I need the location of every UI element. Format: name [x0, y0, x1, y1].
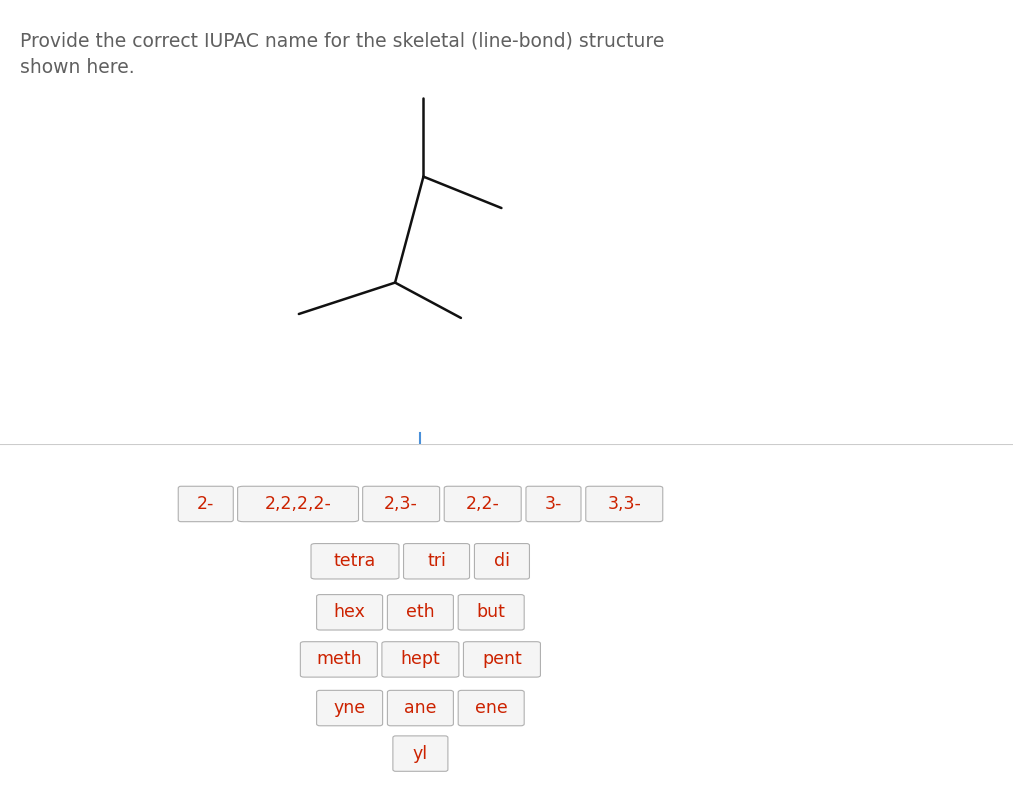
- Text: 3-: 3-: [545, 495, 562, 513]
- Text: ene: ene: [475, 699, 508, 717]
- Text: ane: ane: [404, 699, 437, 717]
- Text: eth: eth: [406, 604, 435, 621]
- FancyBboxPatch shape: [311, 543, 399, 579]
- FancyBboxPatch shape: [445, 486, 521, 522]
- Text: tri: tri: [427, 553, 446, 570]
- FancyBboxPatch shape: [586, 486, 663, 522]
- Text: Provide the correct IUPAC name for the skeletal (line-bond) structure
shown here: Provide the correct IUPAC name for the s…: [20, 31, 665, 77]
- Text: 2,2-: 2,2-: [466, 495, 499, 513]
- FancyBboxPatch shape: [387, 594, 454, 630]
- FancyBboxPatch shape: [474, 543, 530, 579]
- Text: 3,3-: 3,3-: [608, 495, 641, 513]
- Text: 2,2,2,2-: 2,2,2,2-: [264, 495, 331, 513]
- FancyBboxPatch shape: [464, 641, 540, 677]
- Text: 2,3-: 2,3-: [384, 495, 418, 513]
- FancyBboxPatch shape: [363, 486, 440, 522]
- FancyBboxPatch shape: [458, 690, 524, 726]
- FancyBboxPatch shape: [317, 690, 383, 726]
- Text: but: but: [477, 604, 505, 621]
- Text: meth: meth: [316, 651, 362, 668]
- Text: yne: yne: [333, 699, 366, 717]
- Text: di: di: [494, 553, 510, 570]
- Text: 2-: 2-: [198, 495, 215, 513]
- FancyBboxPatch shape: [301, 641, 377, 677]
- Text: pent: pent: [482, 651, 522, 668]
- Text: hex: hex: [333, 604, 366, 621]
- FancyBboxPatch shape: [403, 543, 470, 579]
- FancyBboxPatch shape: [526, 486, 581, 522]
- FancyBboxPatch shape: [393, 736, 448, 772]
- FancyBboxPatch shape: [458, 594, 524, 630]
- FancyBboxPatch shape: [387, 690, 454, 726]
- FancyBboxPatch shape: [382, 641, 459, 677]
- Text: hept: hept: [400, 651, 441, 668]
- FancyBboxPatch shape: [178, 486, 233, 522]
- Text: yl: yl: [413, 745, 427, 762]
- Text: tetra: tetra: [334, 553, 376, 570]
- FancyBboxPatch shape: [317, 594, 383, 630]
- FancyBboxPatch shape: [238, 486, 359, 522]
